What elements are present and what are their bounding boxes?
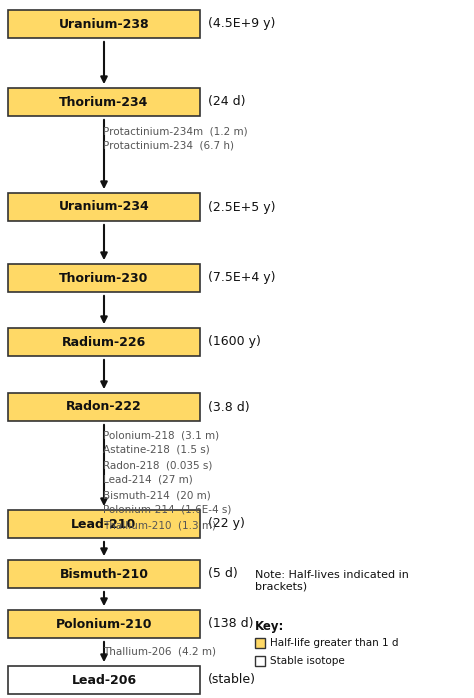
Text: Astatine-218  (1.5 s): Astatine-218 (1.5 s) (103, 445, 210, 455)
Text: Uranium-234: Uranium-234 (59, 200, 149, 214)
Text: Lead-214  (27 m): Lead-214 (27 m) (103, 475, 193, 485)
Text: Thallium-210  (1.3 m): Thallium-210 (1.3 m) (103, 520, 216, 530)
Text: Half-life greater than 1 d: Half-life greater than 1 d (270, 638, 399, 648)
Text: Radon-222: Radon-222 (66, 401, 142, 413)
Text: Radium-226: Radium-226 (62, 336, 146, 348)
Text: Polonium-210: Polonium-210 (56, 618, 152, 630)
Text: Note: Half-lives indicated in
brackets): Note: Half-lives indicated in brackets) (255, 570, 409, 592)
Bar (8, 393, 200, 421)
Text: (24 d): (24 d) (208, 96, 246, 108)
Text: (stable): (stable) (208, 674, 256, 687)
Text: (22 y): (22 y) (208, 517, 245, 530)
Text: Key:: Key: (255, 620, 284, 633)
Text: Stable isotope: Stable isotope (270, 656, 345, 666)
Bar (8, 328, 200, 356)
Text: (1600 y): (1600 y) (208, 336, 261, 348)
Bar (8, 88, 200, 116)
Bar (8, 560, 200, 588)
Text: Bismuth-210: Bismuth-210 (60, 567, 148, 581)
Text: Lead-210: Lead-210 (72, 517, 137, 530)
Text: Lead-206: Lead-206 (72, 674, 137, 687)
Text: (138 d): (138 d) (208, 618, 254, 630)
Text: (7.5E+4 y): (7.5E+4 y) (208, 272, 275, 285)
Text: Polonium-214  (1.6E-4 s): Polonium-214 (1.6E-4 s) (103, 505, 231, 515)
Text: Thallium-206  (4.2 m): Thallium-206 (4.2 m) (103, 647, 216, 657)
Bar (8, 264, 200, 292)
Text: Polonium-218  (3.1 m): Polonium-218 (3.1 m) (103, 430, 219, 440)
Bar (8, 193, 200, 221)
Bar (8, 666, 200, 694)
Text: Radon-218  (0.035 s): Radon-218 (0.035 s) (103, 460, 212, 470)
Text: (2.5E+5 y): (2.5E+5 y) (208, 200, 275, 214)
Bar (255, 638, 265, 648)
Text: (4.5E+9 y): (4.5E+9 y) (208, 17, 275, 31)
Text: (5 d): (5 d) (208, 567, 238, 581)
Text: Protactinium-234m  (1.2 m): Protactinium-234m (1.2 m) (103, 126, 247, 136)
Text: Uranium-238: Uranium-238 (59, 17, 149, 31)
Bar (8, 10, 200, 38)
Text: Thorium-230: Thorium-230 (59, 272, 149, 285)
Text: (3.8 d): (3.8 d) (208, 401, 250, 413)
Text: Bismuth-214  (20 m): Bismuth-214 (20 m) (103, 490, 211, 500)
Bar (8, 510, 200, 538)
Text: Thorium-234: Thorium-234 (59, 96, 149, 108)
Bar (255, 656, 265, 666)
Bar (8, 610, 200, 638)
Text: Protactinium-234  (6.7 h): Protactinium-234 (6.7 h) (103, 141, 234, 151)
